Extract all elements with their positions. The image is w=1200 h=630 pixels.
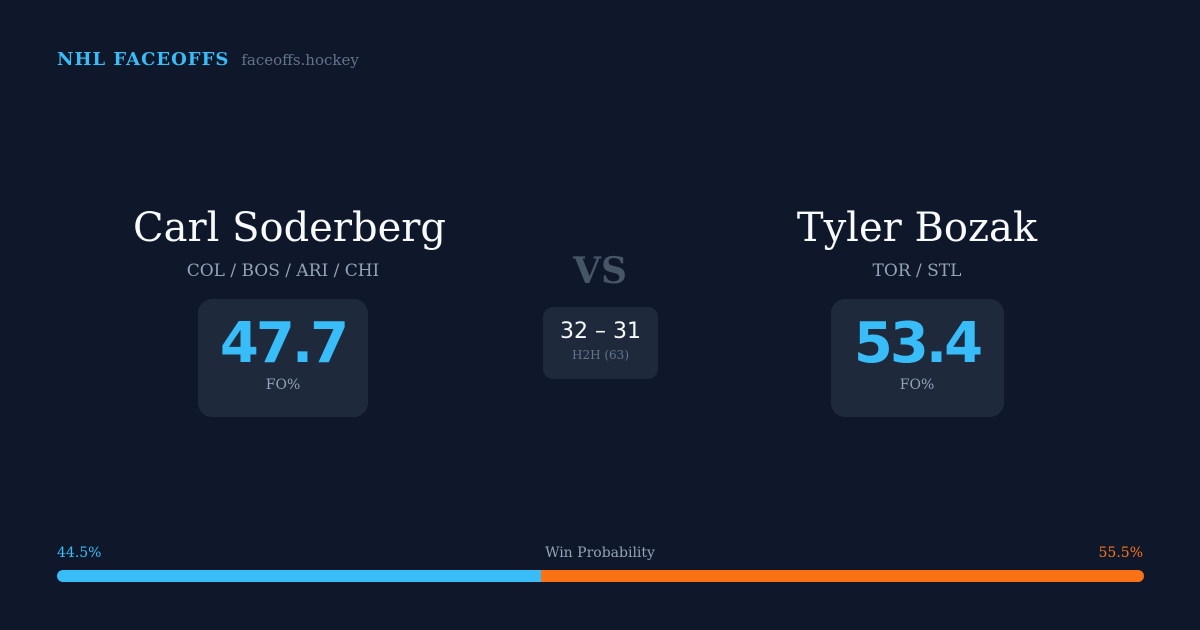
h2h-card: 32 – 31 H2H (63) xyxy=(543,307,658,379)
h2h-score: 32 – 31 xyxy=(560,319,641,344)
left-win-prob: 44.5% xyxy=(57,545,102,561)
win-prob-bar-left xyxy=(57,570,541,582)
brand: NHL FACEOFFS faceoffs.hockey xyxy=(57,49,359,70)
brand-title: NHL FACEOFFS xyxy=(57,49,230,70)
left-player-name: Carl Soderberg xyxy=(133,205,446,251)
win-prob-bar-right xyxy=(540,570,1144,582)
left-player-teams: COL / BOS / ARI / CHI xyxy=(186,261,380,281)
brand-site: faceoffs.hockey xyxy=(241,51,359,69)
right-fo-label: FO% xyxy=(899,377,935,393)
h2h-label: H2H (63) xyxy=(571,348,629,362)
right-fo-card: 53.4 FO% xyxy=(830,299,1004,417)
right-player-name: Tyler Bozak xyxy=(796,205,1038,251)
right-player: Tyler Bozak TOR / STL 53.4 FO% xyxy=(767,205,1067,417)
win-prob-bar xyxy=(57,570,1144,582)
win-prob-label: Win Probability xyxy=(545,545,655,561)
left-player: Carl Soderberg COL / BOS / ARI / CHI 47.… xyxy=(133,205,446,417)
left-fo-card: 47.7 FO% xyxy=(198,299,368,417)
left-fo-label: FO% xyxy=(265,377,301,393)
left-fo-value: 47.7 xyxy=(219,311,349,376)
right-win-prob: 55.5% xyxy=(1098,545,1143,561)
vs-label: VS xyxy=(573,250,627,292)
right-fo-value: 53.4 xyxy=(853,311,983,376)
right-player-teams: TOR / STL xyxy=(872,261,962,281)
